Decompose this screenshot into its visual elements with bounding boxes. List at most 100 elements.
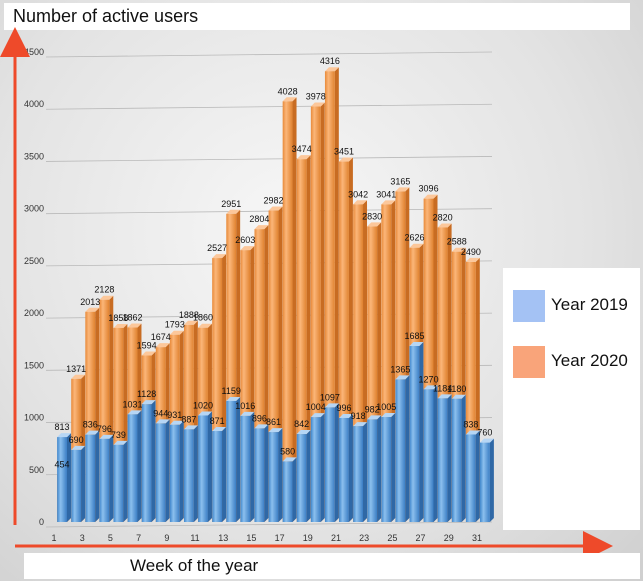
data-label: 1371 (66, 364, 86, 374)
bar-2019-week-24 (381, 413, 396, 522)
x-tick-label: 9 (164, 533, 169, 543)
data-label: 1020 (193, 400, 213, 410)
data-label: 3165 (390, 176, 410, 186)
data-label: 3041 (376, 189, 396, 199)
bar-2019-week-5 (113, 440, 128, 522)
y-tick-label: 500 (29, 465, 44, 475)
data-label: 2626 (404, 233, 424, 243)
data-label: 3978 (306, 92, 326, 102)
data-label: 944 (153, 408, 168, 418)
x-tick-label: 21 (331, 533, 341, 543)
bar-2019-week-31 (480, 438, 494, 522)
bar-2019-week-15 (254, 424, 269, 522)
data-label: 1097 (320, 392, 340, 402)
grid-line-3500 (45, 156, 493, 162)
bar-2019-week-30 (465, 430, 480, 522)
x-tick-label: 13 (218, 533, 228, 543)
bar-2019-week-7 (141, 400, 156, 522)
y-tick-label: 4500 (24, 47, 44, 57)
data-label: 2013 (80, 297, 100, 307)
bar-2019-week-13 (226, 396, 241, 522)
data-label: 887 (181, 414, 196, 424)
data-label: 842 (294, 419, 309, 429)
data-label: 2804 (249, 214, 269, 224)
data-label: 739 (111, 430, 126, 440)
x-tick-label: 15 (246, 533, 256, 543)
bar-2020-week-17 (282, 97, 297, 522)
y-tick-label: 2000 (24, 308, 44, 318)
data-label: 838 (463, 419, 478, 429)
data-label: 3042 (348, 189, 368, 199)
data-label: 580 (280, 446, 295, 456)
bar-2019-week-25 (395, 375, 410, 522)
bar-2019-week-8 (155, 419, 170, 522)
bar-2019-week-22 (353, 422, 368, 522)
data-label: 871 (210, 416, 225, 426)
bar-2019-week-12 (212, 427, 227, 522)
x-tick-label: 25 (387, 533, 397, 543)
bar-2019-week-16 (268, 428, 283, 522)
x-tick-label: 23 (359, 533, 369, 543)
bar-2019-week-6 (127, 410, 142, 522)
data-label: 1270 (419, 374, 439, 384)
y-tick-label: 3000 (24, 204, 44, 214)
bar-2019-week-28 (437, 394, 452, 522)
data-label: 1858 (108, 313, 128, 323)
x-tick-label: 1 (52, 533, 57, 543)
bars (57, 67, 494, 523)
x-axis-label: Week of the year (130, 556, 259, 575)
data-label: 3474 (292, 144, 312, 154)
x-tick-label: 7 (136, 533, 141, 543)
bar-2019-week-29 (451, 394, 466, 522)
data-label: 1674 (151, 332, 171, 342)
data-label: 1184 (433, 383, 452, 393)
y-tick-label: 3500 (24, 151, 44, 161)
data-label: 2951 (221, 199, 241, 209)
y-tick-label: 1000 (24, 413, 44, 423)
bar-2019-week-4 (99, 434, 114, 522)
data-label: 4028 (278, 86, 298, 96)
y-tick-label: 0 (39, 517, 44, 527)
data-label: 3096 (419, 184, 439, 194)
data-label: 813 (55, 422, 70, 432)
grid-line-4500 (45, 51, 493, 58)
data-label: 2820 (433, 212, 453, 222)
data-label: 2588 (447, 237, 467, 247)
bar-2019-week-10 (183, 425, 198, 522)
data-label: 3451 (334, 147, 354, 157)
bar-2019-week-2 (71, 445, 86, 522)
data-label: 1594 (137, 341, 157, 351)
legend-swatch-2020 (513, 346, 545, 378)
x-tick-label: 29 (444, 533, 454, 543)
grid-line-0 (45, 521, 493, 528)
data-label: 1685 (404, 331, 424, 341)
data-label: 690 (69, 435, 84, 445)
data-label: 454 (55, 460, 70, 470)
data-label: 1005 (376, 402, 396, 412)
x-axis-label-box: Week of the year (24, 553, 640, 579)
bar-2019-week-14 (240, 411, 255, 522)
legend-label-2020: Year 2020 (551, 351, 628, 370)
y-tick-label: 1500 (24, 360, 44, 370)
data-label: 796 (97, 424, 112, 434)
bar-2019-week-17 (282, 457, 297, 522)
legend-swatch-2019 (513, 290, 545, 322)
data-label: 1860 (193, 313, 213, 323)
bar-2019-week-19 (310, 413, 325, 522)
data-label: 836 (83, 420, 98, 430)
data-label: 861 (266, 417, 281, 427)
data-label: 918 (351, 411, 366, 421)
data-label: 1365 (390, 364, 410, 374)
x-tick-label: 19 (303, 533, 313, 543)
bar-2019-week-18 (296, 430, 311, 522)
data-label: 1128 (137, 389, 156, 399)
legend-label-2019: Year 2019 (551, 295, 628, 314)
data-label: 1862 (123, 313, 143, 323)
x-tick-label: 17 (275, 533, 285, 543)
y-tick-label: 4000 (24, 99, 44, 109)
legend: Year 2019 Year 2020 (503, 268, 640, 530)
data-label: 896 (252, 413, 267, 423)
data-label: 2128 (94, 285, 114, 295)
x-tick-label: 31 (472, 533, 482, 543)
